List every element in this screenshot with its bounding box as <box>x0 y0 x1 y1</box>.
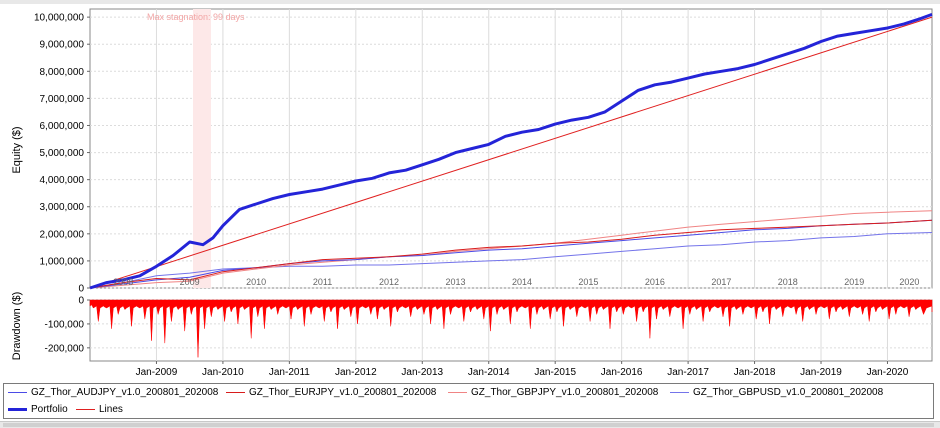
equity-ytick-label: 5,000,000 <box>40 148 85 159</box>
drawdown-ytick-label: -100,000 <box>45 319 85 330</box>
year-label: 2014 <box>512 277 532 287</box>
year-label: 2019 <box>844 277 864 287</box>
xtick-label: Jan-2015 <box>534 367 576 378</box>
legend-swatch <box>448 392 467 393</box>
year-label: 2009 <box>180 277 200 287</box>
legend-swatch <box>226 392 245 393</box>
max-stagnation-band <box>193 9 211 288</box>
equity-ytick-label: 7,000,000 <box>40 94 85 105</box>
equity-ytick-label: 8,000,000 <box>40 67 85 78</box>
legend-swatch <box>8 408 27 411</box>
legend-label: GZ_Thor_EURJPY_v1.0_200801_202008 <box>249 387 436 398</box>
equity-axis-title: Equity ($) <box>11 126 23 173</box>
equity-ytick-label: 0 <box>78 284 84 295</box>
xtick-label: Jan-2020 <box>867 367 909 378</box>
scrollbar-thumb[interactable] <box>3 423 934 427</box>
legend-swatch <box>8 392 27 393</box>
year-label: 2011 <box>313 277 332 287</box>
equity-ytick-label: 10,000,000 <box>34 13 84 24</box>
xtick-label: Jan-2010 <box>202 367 244 378</box>
legend-item: GZ_Thor_GBPUSD_v1.0_200801_202008 <box>670 387 883 399</box>
legend-swatch <box>76 409 95 410</box>
xtick-label: Jan-2016 <box>601 367 643 378</box>
drawdown-ytick-label: -200,000 <box>45 343 85 354</box>
xtick-label: Jan-2017 <box>667 367 709 378</box>
legend-label: Lines <box>99 404 123 415</box>
chart-legend: GZ_Thor_AUDJPY_v1.0_200801_202008 GZ_Thor… <box>3 383 934 419</box>
legend-item: Lines <box>76 404 123 416</box>
legend-label: Portfolio <box>31 404 68 415</box>
equity-ytick-label: 9,000,000 <box>40 40 85 51</box>
legend-item: Portfolio <box>8 404 68 416</box>
xtick-label: Jan-2018 <box>734 367 776 378</box>
drawdown-axis-title: Drawdown ($) <box>11 292 23 360</box>
year-label: 2010 <box>246 277 266 287</box>
year-label: 2008 <box>113 277 133 287</box>
year-label: 2020 <box>899 277 919 287</box>
xtick-label: Jan-2009 <box>136 367 178 378</box>
equity-ytick-label: 2,000,000 <box>40 229 85 240</box>
legend-item: GZ_Thor_AUDJPY_v1.0_200801_202008 <box>8 387 218 399</box>
legend-label: GZ_Thor_GBPJPY_v1.0_200801_202008 <box>471 387 658 398</box>
legend-item: GZ_Thor_EURJPY_v1.0_200801_202008 <box>226 387 436 399</box>
legend-swatch <box>670 392 689 393</box>
equity-ytick-label: 4,000,000 <box>40 175 85 186</box>
xtick-label: Jan-2012 <box>335 367 377 378</box>
equity-ytick-label: 1,000,000 <box>40 256 85 267</box>
legend-label: GZ_Thor_AUDJPY_v1.0_200801_202008 <box>31 387 218 398</box>
equity-drawdown-chart: 0 1,000,000 2,000,000 3,000,000 4,000,000 5,0… <box>0 0 940 383</box>
xtick-label: Jan-2011 <box>269 367 310 378</box>
year-label: 2018 <box>778 277 798 287</box>
year-label: 2013 <box>445 277 465 287</box>
xtick-label: Jan-2019 <box>800 367 842 378</box>
legend-item: GZ_Thor_GBPJPY_v1.0_200801_202008 <box>448 387 658 399</box>
equity-ytick-label: 6,000,000 <box>40 121 85 132</box>
year-label: 2012 <box>379 277 399 287</box>
xtick-label: Jan-2014 <box>468 367 510 378</box>
year-label: 2017 <box>711 277 731 287</box>
year-label: 2016 <box>645 277 665 287</box>
xtick-label: Jan-2013 <box>401 367 443 378</box>
year-label: 2015 <box>578 277 598 287</box>
drawdown-ytick-label: 0 <box>78 296 84 307</box>
legend-label: GZ_Thor_GBPUSD_v1.0_200801_202008 <box>693 387 883 398</box>
max-stagnation-label: Max stagnation: 99 days <box>147 12 245 22</box>
equity-ytick-label: 3,000,000 <box>40 202 85 213</box>
